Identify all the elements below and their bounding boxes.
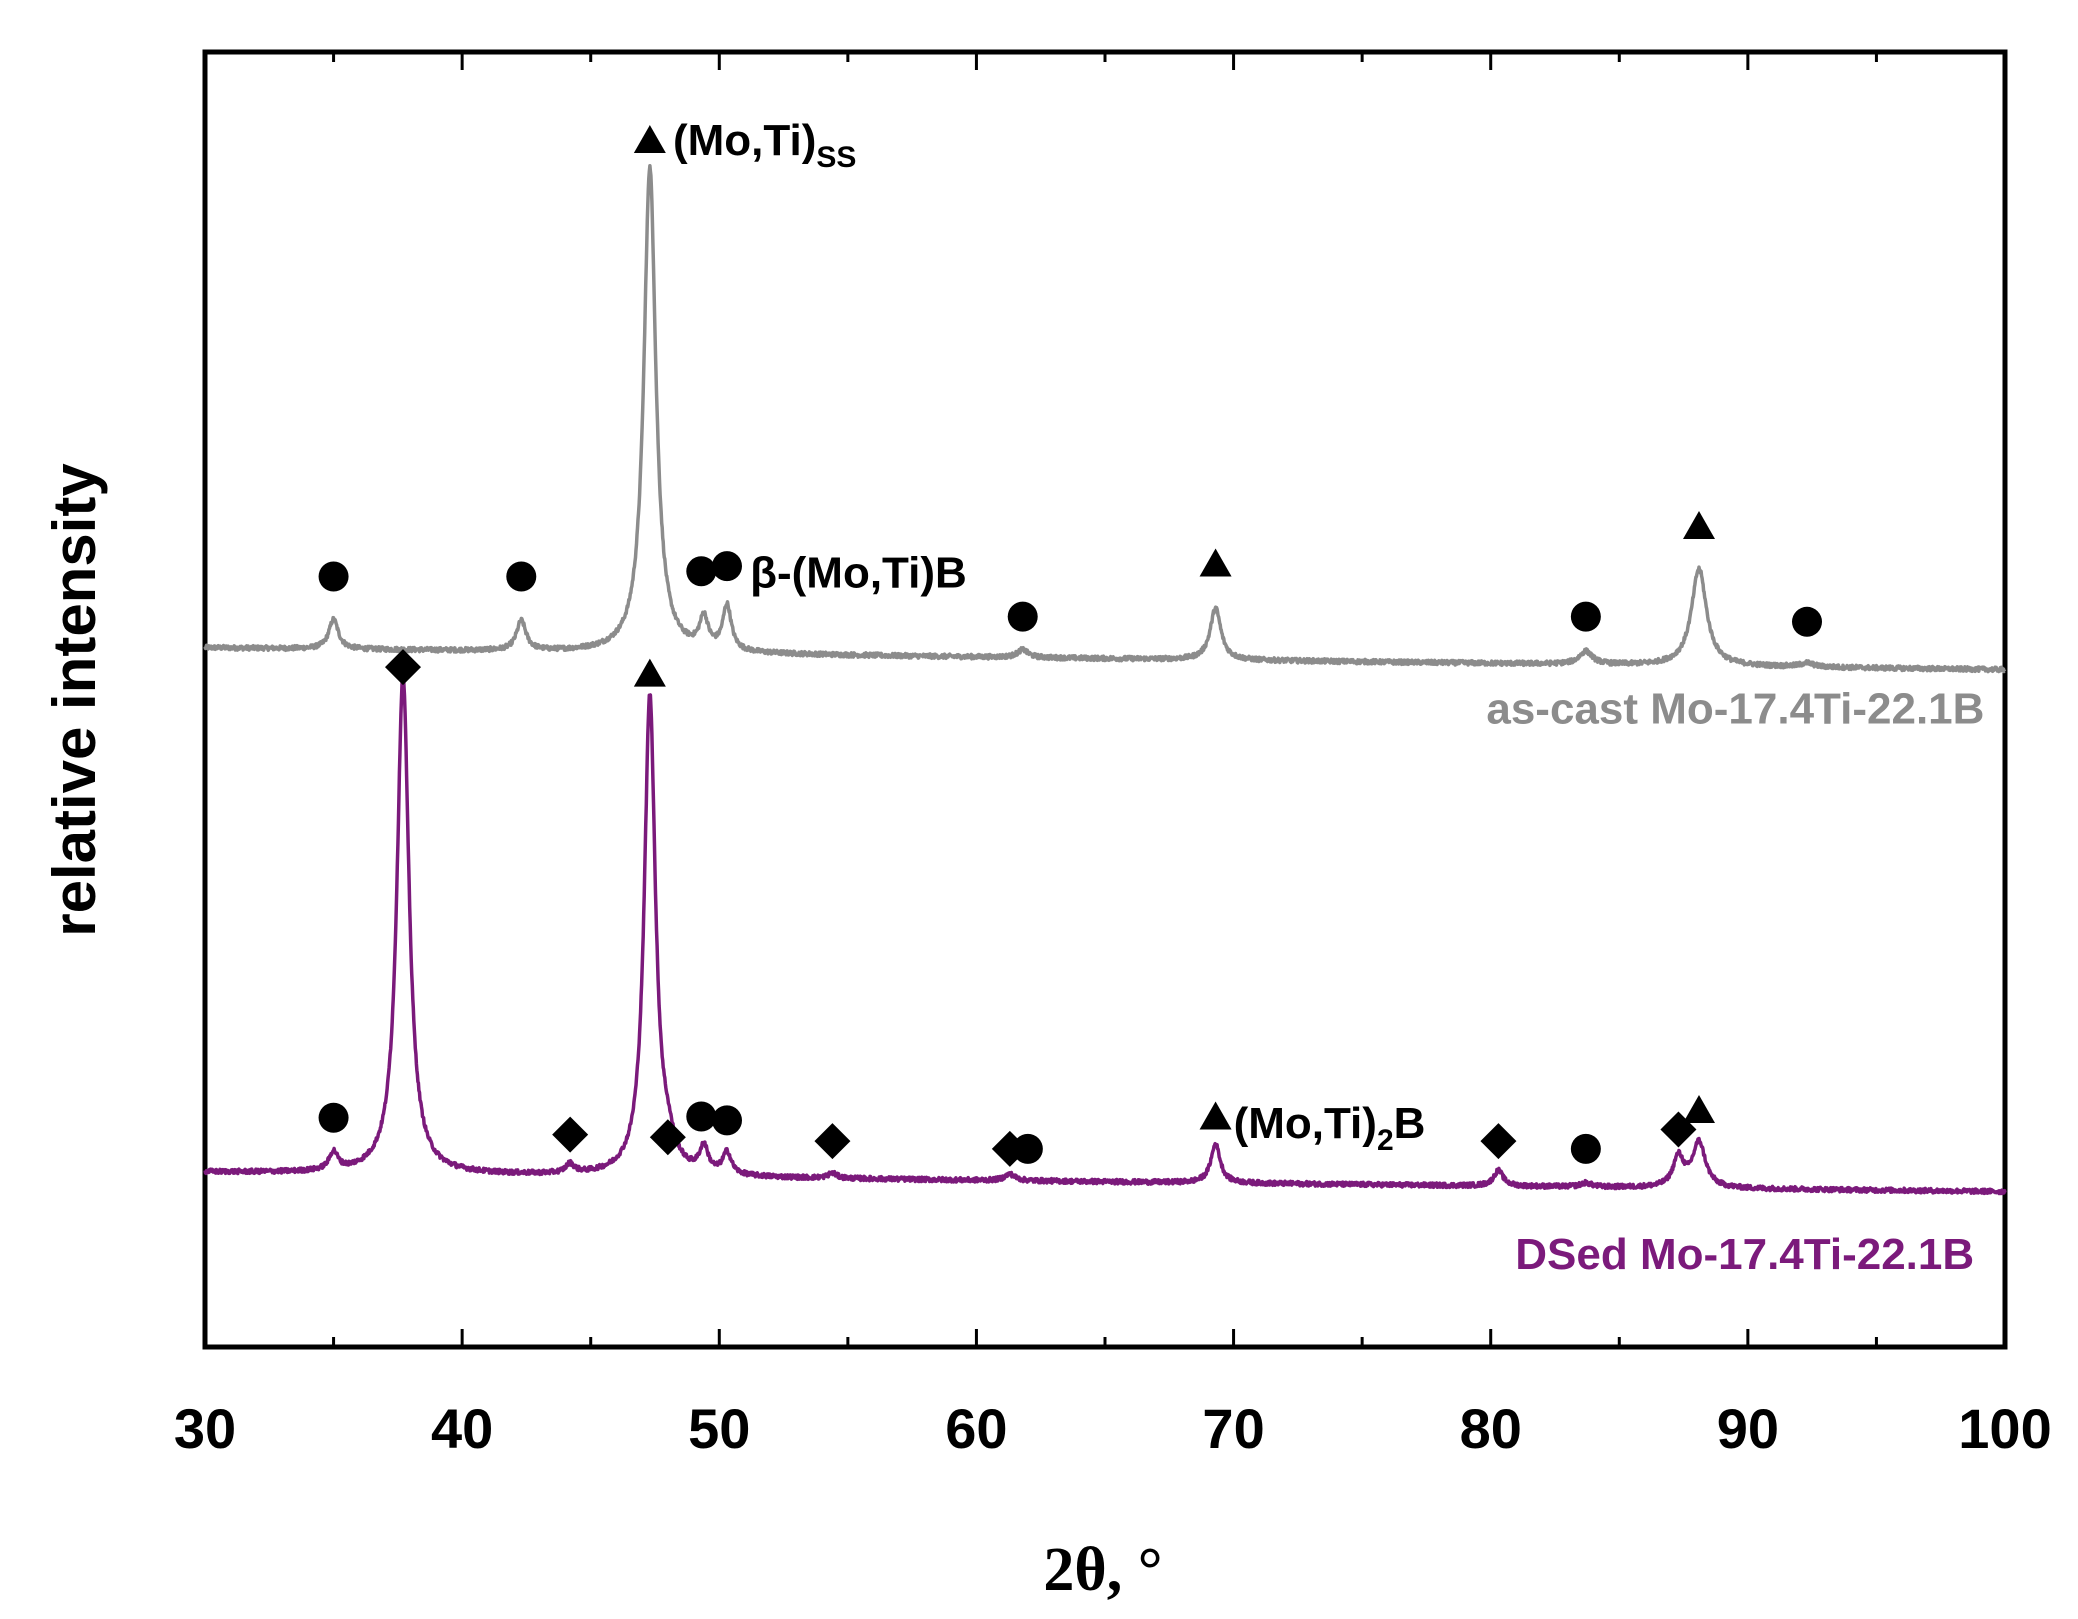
phase-annotation: β-(Mo,Ti)B [750,549,967,598]
x-tick-label: 90 [1717,1397,1779,1460]
x-tick-label: 100 [1958,1397,2051,1460]
phase-annotations: (Mo,Ti)SS β-(Mo,Ti)B (Mo,Ti)2B [673,116,1425,1157]
x-tick-label: 70 [1202,1397,1264,1460]
y-axis-label: relative intensity [41,463,108,937]
x-tick-label: 40 [431,1397,493,1460]
triangle-phase-marker [1683,510,1715,539]
phase-annotation: (Mo,Ti)SS [673,116,856,174]
circle-phase-marker [712,1105,742,1136]
dsed-series-label: DSed Mo-17.4Ti-22.1B [1515,1230,1974,1279]
circle-phase-marker [1792,606,1822,637]
triangle-phase-marker [1199,548,1232,577]
x-tick-label: 60 [945,1397,1007,1460]
x-tick-label: 30 [174,1397,236,1460]
circle-phase-marker [318,1102,349,1133]
x-tick-labels: 30 40 50 60 70 80 90 100 [174,1397,2052,1460]
series-layer [203,163,2007,1196]
as-cast-series-line [203,163,2007,674]
dsed-series-line [203,674,2007,1196]
triangle-phase-marker [1199,1101,1232,1130]
phase-markers [318,125,1822,1167]
circle-phase-marker [712,551,742,582]
diamond-phase-marker [649,1119,686,1156]
diamond-phase-marker [552,1116,589,1153]
circle-phase-marker [686,1101,717,1132]
circle-phase-marker [686,556,717,587]
series-labels: as-cast Mo-17.4Ti-22.1B DSed Mo-17.4Ti-22… [1486,685,1984,1279]
diamond-phase-marker [991,1130,1028,1167]
diamond-phase-marker [385,649,421,686]
circle-phase-marker [1570,601,1601,632]
axis-ticks [203,52,2007,1347]
triangle-phase-marker [633,125,666,154]
circle-phase-marker [1570,1133,1601,1164]
phase-annotation: (Mo,Ti)2B [1234,1099,1426,1157]
as-cast-series-label: as-cast Mo-17.4Ti-22.1B [1486,685,1984,734]
x-tick-label: 80 [1460,1397,1522,1460]
triangle-phase-marker [633,658,666,687]
circle-phase-marker [318,561,349,592]
triangle-phase-marker [1683,1095,1715,1124]
circle-phase-marker [506,561,537,592]
circle-phase-marker [1012,1133,1043,1164]
x-tick-label: 50 [688,1397,750,1460]
circle-phase-marker [1007,601,1038,632]
diamond-phase-marker [814,1123,851,1160]
diamond-phase-marker [1480,1123,1517,1160]
x-axis-label: 2θ, ° [1043,1536,1162,1604]
